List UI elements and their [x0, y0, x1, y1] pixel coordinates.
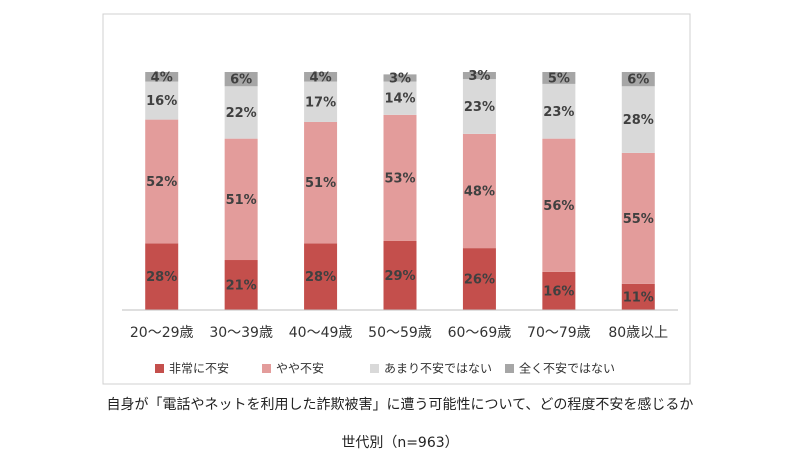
x-tick-label: 50～59歳: [368, 325, 432, 341]
x-tick-label: 20～29歳: [130, 325, 194, 341]
x-tick-label: 60～69歳: [448, 325, 512, 341]
legend-label: 全く不安ではない: [519, 361, 615, 376]
bar-segment: [224, 138, 258, 261]
bar-segment: [383, 114, 417, 241]
x-tick-label: 30～39歳: [209, 325, 273, 341]
data-label: 28%: [305, 270, 336, 285]
bar-segment: [542, 138, 576, 272]
bar-segment: [621, 152, 655, 284]
bar-segment: [462, 79, 496, 134]
legend-swatch: [155, 364, 164, 373]
data-label: 55%: [623, 212, 654, 227]
legend-swatch: [262, 364, 271, 373]
bar-segment: [304, 243, 338, 310]
data-label: 56%: [543, 199, 574, 214]
bar-segment: [145, 72, 179, 82]
data-label: 53%: [384, 171, 415, 186]
chart-subtitle: 世代別（n=963）: [341, 435, 458, 451]
x-tick-label: 70～79歳: [527, 325, 591, 341]
bar-segment: [621, 283, 655, 310]
bar-segment: [383, 240, 417, 310]
data-label: 16%: [146, 94, 177, 109]
bar-segment: [383, 81, 417, 115]
legend-label: あまり不安ではない: [384, 361, 492, 376]
data-label: 23%: [464, 100, 495, 115]
bar-segment: [621, 86, 655, 153]
data-label: 48%: [464, 185, 495, 200]
data-label: 4%: [310, 70, 332, 85]
legend-label: やや不安: [276, 361, 324, 376]
bar-segment: [224, 86, 258, 139]
data-label: 6%: [230, 73, 252, 88]
bar-segment: [383, 74, 417, 82]
data-label: 51%: [305, 176, 336, 191]
legend-swatch: [505, 364, 514, 373]
data-label: 16%: [543, 284, 574, 299]
bar-segment: [224, 260, 258, 310]
chart-title: 自身が「電話やネットを利用した詐欺被害」に遭う可能性について、どの程度不安を感じ…: [107, 396, 694, 413]
data-label: 22%: [226, 106, 257, 121]
bar-segment: [145, 119, 179, 244]
data-label: 4%: [151, 70, 173, 85]
data-label: 26%: [464, 273, 495, 288]
bar-segment: [145, 81, 179, 120]
bar-segment: [462, 72, 496, 80]
bar-segment: [542, 271, 576, 310]
data-label: 52%: [146, 175, 177, 190]
data-label: 14%: [384, 92, 415, 107]
legend-swatch: [370, 364, 379, 373]
data-label: 6%: [627, 73, 649, 88]
x-tick-label: 40～49歳: [289, 325, 353, 341]
data-label: 3%: [468, 69, 490, 84]
bar-segment: [462, 133, 496, 249]
data-label: 28%: [623, 113, 654, 128]
data-label: 21%: [226, 279, 257, 294]
bar-segment: [304, 121, 338, 244]
legend-label: 非常に不安: [169, 361, 229, 376]
bar-segment: [621, 72, 655, 87]
bar-segment: [145, 243, 179, 310]
data-label: 5%: [548, 71, 570, 86]
data-label: 17%: [305, 95, 336, 110]
data-label: 28%: [146, 270, 177, 285]
bar-segment: [304, 72, 338, 82]
bar-segment: [224, 72, 258, 87]
bar-segment: [542, 72, 576, 84]
bar-segment: [542, 83, 576, 139]
data-label: 23%: [543, 105, 574, 120]
data-label: 11%: [623, 290, 654, 305]
bar-segment: [304, 81, 338, 122]
data-label: 29%: [384, 269, 415, 284]
data-label: 51%: [226, 193, 257, 208]
data-label: 3%: [389, 71, 411, 86]
x-tick-label: 80歳以上: [608, 325, 668, 341]
bar-segment: [462, 248, 496, 310]
